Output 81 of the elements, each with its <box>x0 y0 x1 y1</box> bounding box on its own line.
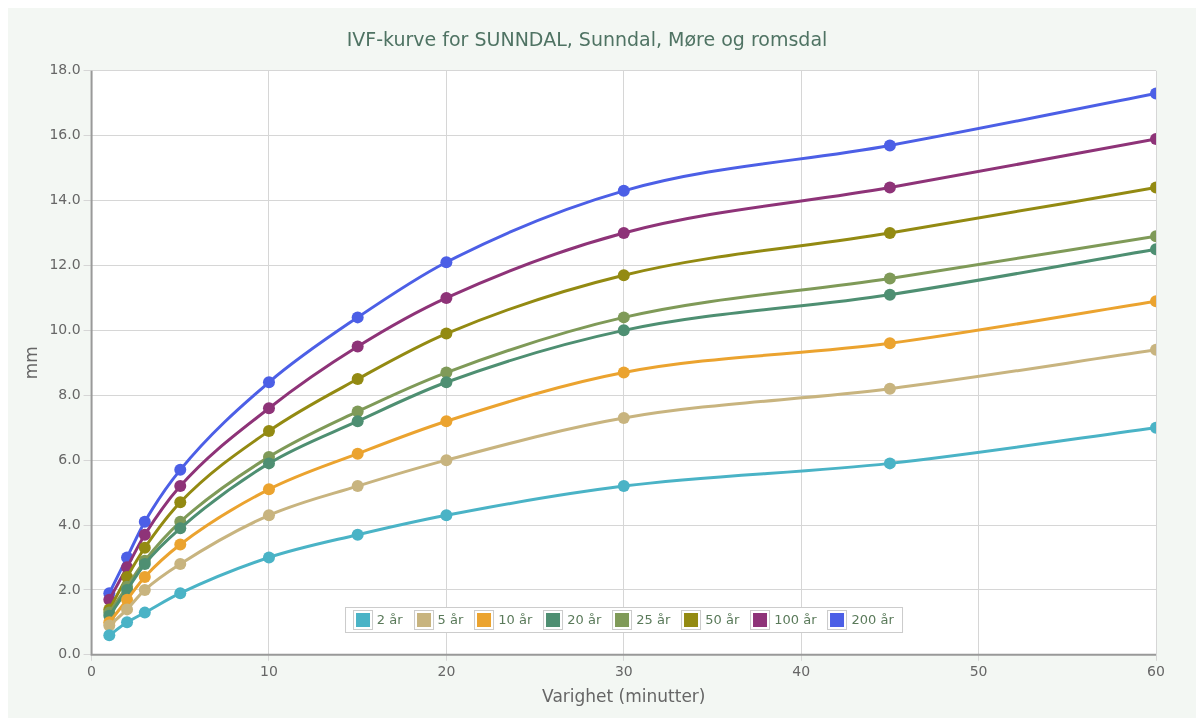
y-tick-label: 14.0 <box>49 191 81 208</box>
point <box>351 415 364 428</box>
point <box>440 256 453 269</box>
point <box>440 415 453 428</box>
chart-title: IVF-kurve for SUNNDAL, Sunndal, Møre og romsdal <box>346 28 828 51</box>
point <box>617 184 630 197</box>
point <box>883 457 896 470</box>
point <box>883 227 896 240</box>
legend-label: 5 år <box>437 612 464 628</box>
point <box>138 541 151 554</box>
point <box>138 528 151 541</box>
x-tick-label: 20 <box>437 662 456 679</box>
point <box>351 340 364 353</box>
x-tick-label: 40 <box>792 662 811 679</box>
point <box>262 551 275 564</box>
point <box>883 139 896 152</box>
point <box>617 480 630 493</box>
legend-label: 25 år <box>636 612 671 628</box>
point <box>883 181 896 194</box>
x-tick-label: 60 <box>1147 662 1165 679</box>
x-tick-label: 0 <box>87 662 97 679</box>
point <box>440 327 453 340</box>
point <box>440 376 453 389</box>
point <box>138 515 151 528</box>
point <box>174 587 187 600</box>
x-tick-label: 10 <box>260 662 278 679</box>
y-tick-label: 16.0 <box>49 126 81 143</box>
legend-label: 2 år <box>376 612 403 628</box>
point <box>440 509 453 522</box>
y-tick-label: 6.0 <box>58 450 81 467</box>
point <box>617 269 630 282</box>
legend-label: 10 år <box>498 612 533 628</box>
x-tick-label: 50 <box>969 662 988 679</box>
point <box>121 603 134 616</box>
y-tick-label: 12.0 <box>49 256 81 273</box>
point <box>138 583 151 596</box>
point <box>883 382 896 395</box>
point <box>174 463 187 476</box>
point <box>121 616 134 629</box>
legend-label: 200 år <box>851 612 894 628</box>
x-tick-label: 30 <box>614 662 633 679</box>
point <box>351 528 364 541</box>
point <box>440 454 453 467</box>
point <box>174 538 187 551</box>
point <box>351 447 364 460</box>
point <box>351 480 364 493</box>
point <box>174 522 187 535</box>
point <box>262 424 275 437</box>
point <box>262 483 275 496</box>
point <box>262 402 275 415</box>
point <box>174 480 187 493</box>
y-tick-label: 2.0 <box>58 580 81 597</box>
point <box>138 570 151 583</box>
point <box>617 311 630 324</box>
point <box>617 366 630 379</box>
y-tick-label: 18.0 <box>49 61 81 78</box>
legend-label: 20 år <box>567 612 602 628</box>
point <box>617 324 630 337</box>
point <box>883 337 896 350</box>
point <box>617 411 630 424</box>
point <box>174 496 187 509</box>
point <box>617 227 630 240</box>
legend-label: 100 år <box>774 612 817 628</box>
point <box>138 606 151 619</box>
y-tick-label: 0.0 <box>58 645 81 662</box>
point <box>351 373 364 386</box>
x-axis-title: Varighet (minutter) <box>542 686 706 707</box>
point <box>174 557 187 570</box>
y-tick-label: 10.0 <box>49 321 81 337</box>
y-tick-label: 4.0 <box>58 515 81 532</box>
point <box>103 629 116 642</box>
y-axis-title: mm <box>20 346 41 380</box>
point <box>351 311 364 324</box>
point <box>883 288 896 301</box>
point <box>883 272 896 285</box>
point <box>440 291 453 304</box>
point <box>262 376 275 389</box>
legend-label: 50 år <box>705 612 740 628</box>
point <box>262 509 275 522</box>
point <box>262 457 275 470</box>
y-tick-label: 8.0 <box>58 385 81 402</box>
